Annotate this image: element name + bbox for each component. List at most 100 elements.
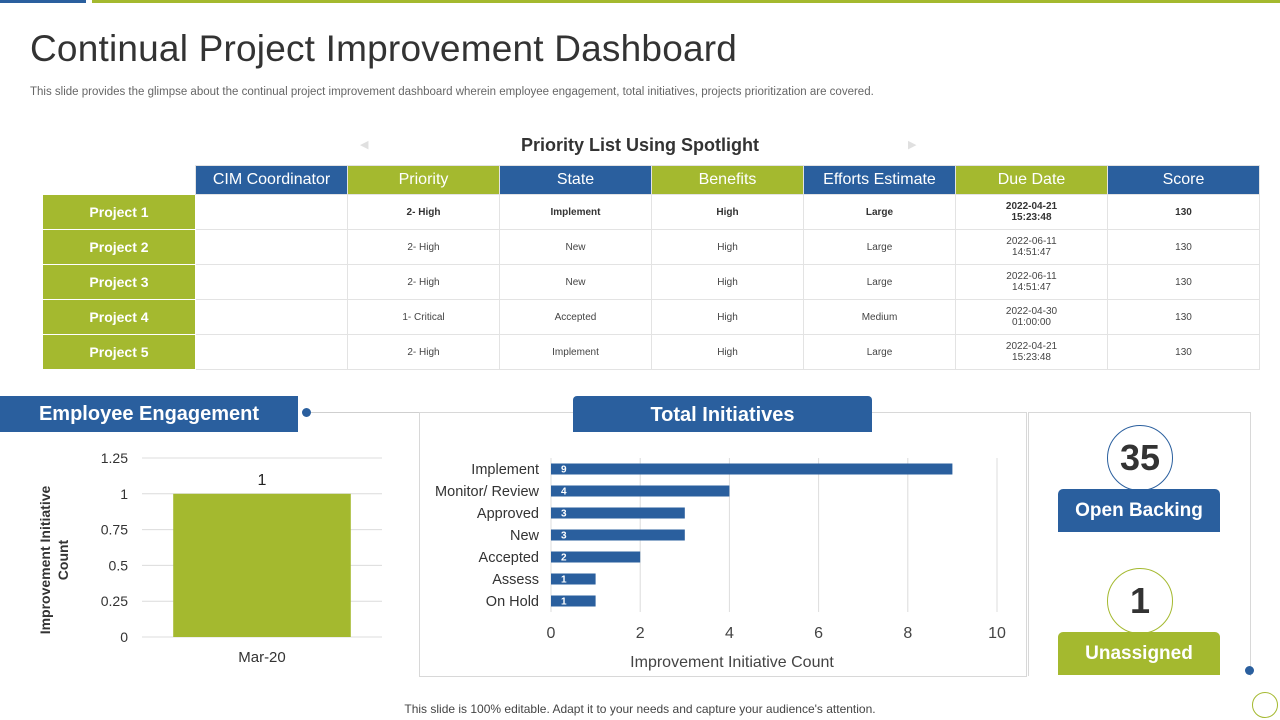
chart-bar [173, 493, 351, 637]
chart-y-tick-label: Monitor/ Review [435, 484, 539, 500]
chart-data-label: 2 [561, 553, 567, 564]
state-cell: Implement [499, 334, 652, 370]
chart-y-tick-label: Assess [492, 572, 539, 588]
coordinator-cell [195, 264, 348, 300]
coordinator-cell [195, 194, 348, 230]
chart-x-tick-label: 6 [814, 625, 823, 642]
scroll-right-icon[interactable]: ▶ [908, 139, 917, 151]
table-row: Project 1 2- High Implement High Large 2… [42, 194, 1260, 230]
due-time-value: 14:51:47 [1012, 247, 1051, 258]
chart-y-tick-label: 0 [120, 629, 128, 645]
table-row: Project 2 2- High New High Large 2022-06… [42, 229, 1260, 265]
section-connector-dot [302, 408, 311, 417]
due-time-value: 15:23:48 [1011, 212, 1052, 223]
chart-data-label: 1 [258, 472, 267, 489]
due-date-value: 2022-06-11 [1006, 236, 1057, 247]
chart-data-label: 4 [561, 487, 567, 498]
open-backing-label: Open Backing [1058, 489, 1220, 532]
state-cell: Accepted [499, 299, 652, 335]
chart-bar [551, 463, 953, 475]
column-header-due-date: Due Date [955, 165, 1108, 195]
project-name-cell: Project 5 [42, 334, 196, 370]
project-name-cell: Project 1 [42, 194, 196, 230]
chart-bar [551, 485, 730, 497]
score-cell: 130 [1107, 229, 1260, 265]
section-connector-line [306, 412, 420, 413]
due-date-cell: 2022-06-11 14:51:47 [955, 229, 1108, 265]
coordinator-cell [195, 299, 348, 335]
due-date-cell: 2022-06-11 14:51:47 [955, 264, 1108, 300]
chart-y-tick-label: 1 [120, 486, 128, 502]
state-cell: New [499, 229, 652, 265]
column-header-benefits: Benefits [651, 165, 804, 195]
column-header-score: Score [1107, 165, 1260, 195]
project-name-cell: Project 4 [42, 299, 196, 335]
chart-bar [551, 573, 596, 585]
chart-y-tick-label: 1.25 [101, 450, 128, 466]
table-row: Project 5 2- High Implement High Large 2… [42, 334, 1260, 370]
coordinator-cell [195, 229, 348, 265]
chart-bar [551, 529, 685, 541]
total-initiatives-chart: 0 2 4 6 8 10 9 Implement 4 Monitor/ Review 3 Appro… [435, 458, 1006, 671]
due-date-value: 2022-06-11 [1006, 271, 1057, 282]
due-date-value: 2022-04-21 [1005, 341, 1058, 352]
efforts-cell: Medium [803, 299, 956, 335]
chart-y-tick-label: 0.5 [109, 557, 129, 573]
footer-note: This slide is 100% editable. Adapt it to… [404, 702, 876, 716]
project-name-cell: Project 2 [42, 229, 196, 265]
header-blank-cell [43, 166, 196, 195]
score-cell: 130 [1107, 194, 1260, 230]
stats-panel [1028, 412, 1251, 676]
chart-data-label: 1 [561, 575, 567, 586]
benefits-cell: High [651, 299, 804, 335]
priority-cell: 2- High [347, 334, 500, 370]
chart-x-tick-label: 2 [636, 625, 645, 642]
efforts-cell: Large [803, 194, 956, 230]
priority-cell: 2- High [347, 229, 500, 265]
project-name-cell: Project 3 [42, 264, 196, 300]
unassigned-value: 1 [1107, 568, 1173, 634]
efforts-cell: Large [803, 334, 956, 370]
chart-y-tick-label: Implement [471, 462, 539, 478]
table-row: Project 4 1- Critical Accepted High Medi… [42, 299, 1260, 335]
due-time-value: 14:51:47 [1012, 282, 1051, 293]
chart-x-tick-label: 0 [547, 625, 556, 642]
benefits-cell: High [651, 334, 804, 370]
chart-y-tick-label: On Hold [486, 594, 539, 610]
chart-bar [551, 507, 685, 519]
scroll-left-icon[interactable]: ◀ [360, 139, 369, 151]
chart-y-tick-label: New [510, 528, 540, 544]
chart-bar [551, 551, 641, 563]
chart-x-tick-label: 10 [988, 625, 1006, 642]
state-cell: Implement [499, 194, 652, 230]
column-header-efforts-estimate: Efforts Estimate [803, 165, 956, 195]
chart-y-tick-label: 0.75 [101, 522, 128, 538]
efforts-cell: Large [803, 229, 956, 265]
page-title: Continual Project Improvement Dashboard [30, 28, 738, 69]
chart-data-label: 3 [561, 531, 567, 542]
chart-y-tick-label: 0.25 [101, 593, 128, 609]
priority-cell: 1- Critical [347, 299, 500, 335]
unassigned-label: Unassigned [1058, 632, 1220, 675]
benefits-cell: High [651, 194, 804, 230]
chart-x-tick-label: 4 [725, 625, 734, 642]
due-date-cell: 2022-04-21 15:23:48 [955, 334, 1108, 370]
chart-xlabel: Improvement Initiative Count [630, 654, 834, 671]
chart-data-label: 1 [561, 597, 567, 608]
chart-y-tick-label: Approved [477, 506, 539, 522]
priority-cell: 2- High [347, 264, 500, 300]
score-cell: 130 [1107, 334, 1260, 370]
chart-bar [551, 595, 596, 607]
efforts-cell: Large [803, 264, 956, 300]
employee-engagement-chart: Improvement Initiative Count 0 0.25 0.5 0.7… [37, 450, 382, 666]
priority-list-title: Priority List Using Spotlight [521, 135, 759, 155]
column-header-state: State [499, 165, 652, 195]
chart-data-label: 9 [561, 465, 567, 476]
priority-cell: 2- High [347, 194, 500, 230]
open-backing-value: 35 [1107, 425, 1173, 491]
due-time-value: 15:23:48 [1012, 352, 1051, 363]
total-initiatives-header: Total Initiatives [573, 396, 872, 432]
top-accent-bar-green [92, 0, 1280, 3]
due-date-cell: 2022-04-30 01:00:00 [955, 299, 1108, 335]
benefits-cell: High [651, 264, 804, 300]
